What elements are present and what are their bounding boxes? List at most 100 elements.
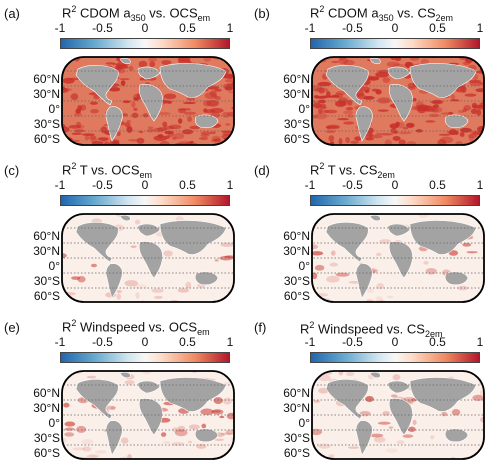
panel-c: (c) R2 T vs. OCSem -1 -0.5 0 0.5 1 60°N 30°N 0… [0, 157, 250, 314]
greenland-shape [119, 57, 131, 65]
asia-shape [409, 63, 477, 98]
asia-shape [159, 377, 227, 412]
correlation-patch [121, 113, 128, 117]
correlation-patch [411, 98, 417, 102]
correlation-patch [425, 267, 437, 275]
correlation-patch [187, 116, 192, 123]
australia-shape [444, 114, 469, 129]
correlation-patch [131, 112, 139, 119]
correlation-patch [326, 91, 331, 97]
correlation-patch [153, 135, 168, 142]
correlation-patch [136, 137, 145, 144]
correlation-patch [171, 136, 177, 140]
correlation-patch [345, 371, 355, 377]
correlation-patch [377, 421, 391, 425]
correlation-patch [211, 409, 224, 415]
correlation-patch [198, 137, 209, 140]
correlation-patch [376, 283, 384, 290]
correlation-patch [74, 112, 82, 117]
map-border [311, 213, 485, 303]
correlation-patch [331, 250, 336, 256]
correlation-patch [94, 450, 107, 454]
correlation-patch [200, 131, 212, 135]
greenland-shape [369, 57, 381, 65]
correlation-patch [319, 103, 327, 109]
south-america-shape [105, 263, 123, 299]
panel-label: (e) [4, 320, 20, 335]
correlation-patch [162, 121, 168, 128]
correlation-patch [479, 82, 484, 85]
correlation-patch [71, 276, 81, 280]
correlation-patch [100, 126, 108, 134]
correlation-patch [328, 135, 335, 142]
correlation-patch [405, 122, 415, 128]
correlation-patch [164, 135, 171, 139]
correlation-patch [134, 219, 141, 225]
correlation-patch [93, 94, 100, 100]
correlation-patch [375, 252, 382, 257]
correlation-patch [91, 140, 103, 145]
correlation-patch [121, 437, 129, 444]
correlation-patch [330, 141, 335, 145]
correlation-patch [72, 139, 80, 143]
panel-title: R2 Windspeed vs. CS2em [300, 320, 443, 339]
correlation-patch [181, 129, 194, 135]
correlation-patch [220, 242, 234, 247]
colorbar [310, 195, 480, 206]
map-border [311, 370, 485, 460]
correlation-patch [189, 125, 201, 130]
world-map [311, 213, 485, 303]
europe-shape [137, 66, 161, 80]
correlation-patch [72, 447, 85, 451]
australia-shape [194, 271, 219, 286]
correlation-patch [210, 107, 224, 114]
correlation-patch [226, 140, 234, 145]
correlation-patch [423, 260, 429, 265]
africa-shape [388, 84, 413, 122]
correlation-patch [396, 440, 405, 445]
correlation-patch [219, 416, 225, 419]
australia-shape [194, 428, 219, 443]
correlation-patch [417, 214, 429, 218]
correlation-patch [157, 111, 171, 116]
correlation-patch [171, 442, 185, 446]
correlation-patch [89, 101, 98, 105]
correlation-patch [388, 426, 394, 429]
correlation-patch [363, 95, 375, 100]
correlation-patch [161, 60, 172, 65]
correlation-patch [62, 137, 68, 144]
correlation-patch [334, 100, 347, 107]
correlation-patch [222, 111, 230, 118]
correlation-patch [475, 140, 484, 145]
correlation-patch [386, 295, 394, 299]
correlation-patch [130, 245, 137, 248]
map-border [61, 370, 235, 460]
europe-shape [137, 380, 161, 394]
correlation-patch [116, 293, 122, 300]
africa-shape [138, 398, 163, 436]
correlation-patch [448, 250, 459, 256]
correlation-patch [177, 118, 183, 124]
correlation-patch [319, 95, 333, 98]
correlation-patch [228, 91, 234, 94]
world-map [61, 213, 235, 303]
correlation-patch [398, 139, 406, 145]
correlation-patch [128, 139, 139, 142]
correlation-patch [318, 109, 323, 114]
correlation-patch [105, 62, 116, 65]
asia-shape [159, 220, 227, 255]
correlation-patch [128, 65, 134, 71]
correlation-patch [160, 432, 167, 437]
correlation-patch [406, 141, 417, 145]
correlation-patch [366, 288, 375, 293]
correlation-patch [157, 134, 164, 139]
correlation-patch [393, 131, 398, 134]
correlation-patch [151, 288, 164, 293]
correlation-patch [73, 129, 85, 133]
europe-shape [387, 66, 411, 80]
correlation-patch [203, 108, 208, 113]
africa-shape [388, 398, 413, 436]
correlation-patch [214, 259, 219, 262]
europe-shape [387, 380, 411, 394]
correlation-patch [314, 264, 325, 271]
